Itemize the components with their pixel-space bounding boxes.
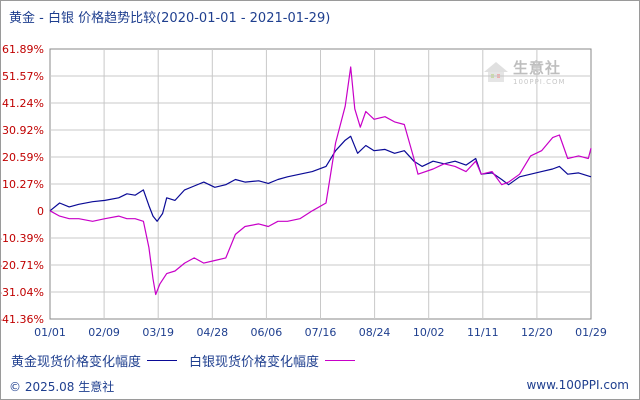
y-tick-label: -41.36% xyxy=(1,313,44,326)
legend-gold-swatch xyxy=(147,360,178,361)
x-tick-label: 06/06 xyxy=(251,326,283,339)
x-tick-label: 08/24 xyxy=(359,326,391,339)
y-tick-label: 41.24% xyxy=(2,97,44,110)
y-tick-label: 10.27% xyxy=(2,178,44,191)
series-lines xyxy=(49,66,592,296)
x-tick-label: 11/11 xyxy=(467,326,499,339)
x-tick-labels: 01/01 02/09 03/19 04/28 06/06 07/16 08/24 10/02… xyxy=(34,326,607,339)
legend-silver-swatch xyxy=(325,360,356,361)
x-tick-label: 04/28 xyxy=(196,326,228,339)
y-tick-label: 30.92% xyxy=(2,124,44,137)
y-tick-label: -20.71% xyxy=(1,259,44,272)
footer-site: www.100PPI.com xyxy=(526,378,629,392)
y-tick-label: 51.57% xyxy=(2,70,44,83)
watermark-sub: 100PPI.COM xyxy=(513,78,566,86)
footer-copyright: © 2025.08 生意社 xyxy=(9,380,115,394)
chart-title: 黄金 - 白银 价格趋势比较(2020-01-01 - 2021-01-29) xyxy=(9,11,331,26)
y-tick-label: -31.04% xyxy=(1,286,44,299)
y-tick-label: 61.89% xyxy=(2,43,44,56)
legend-silver-label: 白银现货价格变化幅度 xyxy=(189,355,320,370)
silver-series-line xyxy=(49,66,592,296)
gold-series-line xyxy=(49,135,592,222)
y-tick-labels: 61.89% 51.57% 41.24% 30.92% 20.59% 10.27% 0 -10… xyxy=(1,43,44,326)
y-tick-label: -10.39% xyxy=(1,232,44,245)
x-tick-label: 10/02 xyxy=(413,326,445,339)
x-tick-label: 07/16 xyxy=(305,326,337,339)
x-tick-label: 01/01 xyxy=(34,326,66,339)
legend: 黄金现货价格变化幅度 白银现货价格变化幅度 xyxy=(11,351,363,370)
x-tick-label: 02/09 xyxy=(88,326,120,339)
x-tick-label: 12/20 xyxy=(521,326,553,339)
y-tick-label: 20.59% xyxy=(2,151,44,164)
legend-gold-label: 黄金现货价格变化幅度 xyxy=(11,355,142,370)
x-tick-label: 01/29 xyxy=(575,326,607,339)
x-tick-label: 03/19 xyxy=(142,326,174,339)
y-tick-label: 0 xyxy=(37,205,44,218)
